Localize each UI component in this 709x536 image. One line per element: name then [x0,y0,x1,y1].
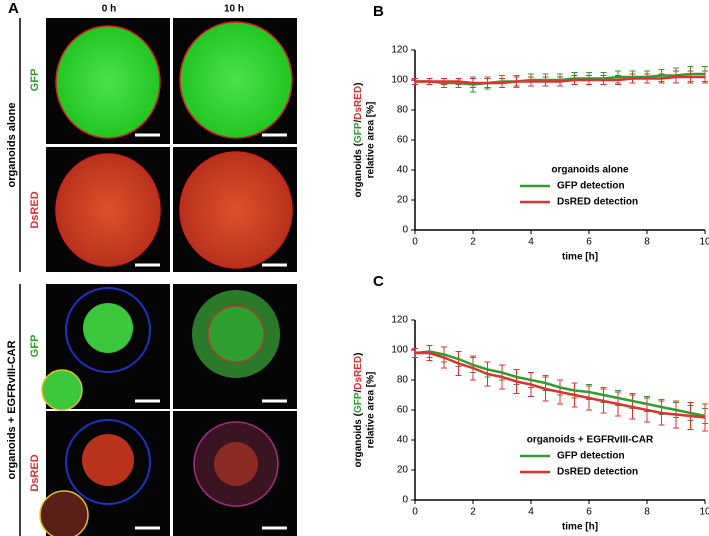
x-tick-label: 8 [644,237,650,248]
y-tick-label: 40 [397,165,409,176]
y-axis-label-part: organoids ( [353,142,364,197]
y-tick-label: 120 [391,45,408,56]
y-axis-label-part: GFP [353,122,364,143]
series-line [415,75,705,85]
x-tick-label: 10 [699,237,709,248]
y-axis-label: relative area [%] [366,102,377,179]
x-tick-label: 10 [699,507,709,518]
organoid [55,153,161,267]
y-tick-label: 80 [397,105,409,116]
y-tick-label: 40 [397,435,409,446]
panel-label: A [8,0,19,17]
organoid [55,25,161,139]
y-axis-label-part: ) [353,82,364,85]
organoid [83,303,133,353]
legend-label: DsRED detection [557,197,638,208]
legend-label: DsRED detection [557,467,638,478]
organoid [207,305,265,363]
scale-bars [135,133,287,530]
panel-label: C [373,273,384,290]
y-axis-label-part: ) [353,352,364,355]
x-axis-label: time [h] [562,522,598,533]
row-label: DsRED [29,454,41,491]
organoid [82,434,134,486]
y-tick-label: 0 [402,495,408,506]
row-label: DsRED [29,191,41,228]
ring [65,287,151,373]
legend-title: organoids + EGFRvIII-CAR [527,435,654,446]
y-axis-label: organoids (GFP/DsRED) [353,352,364,467]
organoid [214,442,258,486]
legend-title: organoids alone [551,165,629,176]
x-tick-label: 4 [528,237,534,248]
x-tick-label: 0 [412,507,418,518]
legend-label: GFP detection [557,181,625,192]
y-tick-label: 20 [397,465,409,476]
y-axis-label-part: DsRED [353,356,364,390]
panel-a: A 0 h 10 h organoids alone organoids + E… [6,0,297,536]
column-label: 10 h [224,4,244,15]
group-label: organoids alone [6,103,18,188]
x-tick-label: 6 [586,237,592,248]
organoid [41,369,83,411]
y-axis-label-part: / [353,390,364,393]
x-tick-label: 6 [586,507,592,518]
y-tick-label: 0 [402,225,408,236]
y-axis-label-part: GFP [353,392,364,413]
y-axis-label: organoids (GFP/DsRED) [353,82,364,197]
organoid [179,151,293,269]
x-tick-label: 4 [528,507,534,518]
x-tick-label: 2 [470,237,476,248]
panel-label: B [373,3,384,20]
y-axis-label: relative area [%] [366,372,377,449]
row-label: GFP [29,335,41,358]
y-tick-label: 120 [391,315,408,326]
organoid [39,490,89,536]
y-tick-label: 60 [397,405,409,416]
x-axis-label: time [h] [562,252,598,263]
x-tick-label: 2 [470,507,476,518]
y-axis-label-part: DsRED [353,86,364,120]
x-tick-label: 0 [412,237,418,248]
y-axis-label-part: / [353,120,364,123]
y-tick-label: 20 [397,195,409,206]
series-line [415,72,705,86]
organoid [179,21,293,139]
y-tick-label: 100 [391,345,408,356]
column-label: 0 h [102,4,116,15]
y-tick-label: 80 [397,375,409,386]
group-label: organoids + EGFRvIII-CAR [6,340,18,479]
row-label: GFP [29,69,41,92]
x-tick-label: 8 [644,507,650,518]
y-axis-label-part: organoids ( [353,412,364,467]
series-line [415,351,706,419]
y-tick-label: 60 [397,135,409,146]
ring [65,419,151,505]
series-line [414,350,706,418]
y-tick-label: 100 [391,75,408,86]
legend-label: GFP detection [557,451,625,462]
